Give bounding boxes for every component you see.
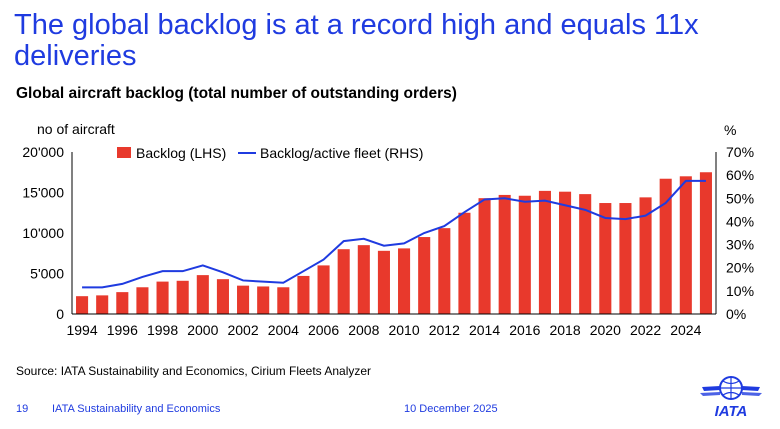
right-axis-label: % bbox=[724, 122, 736, 138]
left-tick-label: 0 bbox=[56, 306, 64, 322]
backlog-bar bbox=[619, 203, 632, 314]
left-tick-label: 10'000 bbox=[22, 225, 64, 241]
headline: The global backlog is at a record high a… bbox=[14, 9, 699, 72]
footer-date: 10 December 2025 bbox=[404, 403, 498, 415]
left-axis-label: no of aircraft bbox=[37, 121, 115, 137]
x-tick-label: 2008 bbox=[348, 322, 379, 338]
x-tick-label: 2024 bbox=[670, 322, 701, 338]
backlog-bar bbox=[317, 265, 330, 314]
left-tick-label: 5'000 bbox=[30, 266, 64, 282]
backlog-bar bbox=[237, 285, 250, 314]
backlog-bar bbox=[559, 191, 572, 314]
x-tick-label: 2018 bbox=[549, 322, 580, 338]
backlog-bar bbox=[156, 281, 169, 314]
right-tick-label: 0% bbox=[726, 306, 746, 322]
right-tick-label: 30% bbox=[726, 237, 754, 253]
right-tick-label: 50% bbox=[726, 190, 754, 206]
right-tick-label: 60% bbox=[726, 167, 754, 183]
right-tick-label: 20% bbox=[726, 260, 754, 276]
backlog-bar bbox=[357, 245, 370, 314]
backlog-bar bbox=[659, 178, 672, 314]
legend-label-backlog: Backlog (LHS) bbox=[136, 145, 226, 161]
x-tick-label: 2004 bbox=[268, 322, 299, 338]
backlog-bar bbox=[136, 287, 149, 314]
source-note: Source: IATA Sustainability and Economic… bbox=[16, 364, 372, 378]
x-tick-label: 1996 bbox=[107, 322, 138, 338]
chart-subtitle: Global aircraft backlog (total number of… bbox=[16, 85, 457, 102]
backlog-bar bbox=[639, 197, 652, 314]
page-number: 19 bbox=[16, 403, 29, 415]
backlog-bar bbox=[337, 249, 350, 314]
backlog-bar bbox=[257, 286, 270, 314]
backlog-bar bbox=[538, 190, 551, 314]
backlog-bar bbox=[518, 195, 531, 314]
x-tick-label: 2002 bbox=[227, 322, 258, 338]
footer-org: IATA Sustainability and Economics bbox=[52, 403, 221, 415]
right-tick-label: 70% bbox=[726, 144, 754, 160]
x-tick-label: 1998 bbox=[147, 322, 178, 338]
backlog-fleet-ratio-line bbox=[82, 179, 706, 289]
iata-logo: IATA bbox=[700, 376, 762, 419]
backlog-chart: no of aircraft % 0 5'000 10'000 15'000 20'000 0… bbox=[22, 121, 754, 338]
x-tick-label: 2020 bbox=[590, 322, 621, 338]
backlog-bar bbox=[196, 275, 209, 314]
backlog-bar bbox=[116, 292, 129, 314]
x-tick-label: 2016 bbox=[509, 322, 540, 338]
backlog-bar bbox=[579, 194, 592, 314]
backlog-bar bbox=[418, 237, 431, 314]
x-tick-label: 2014 bbox=[469, 322, 500, 338]
left-tick-label: 20'000 bbox=[22, 144, 64, 160]
backlog-bar bbox=[398, 248, 411, 314]
x-tick-label: 2006 bbox=[308, 322, 339, 338]
backlog-bar bbox=[599, 203, 612, 314]
backlog-bar bbox=[76, 296, 89, 314]
backlog-bar bbox=[377, 250, 390, 314]
backlog-bar bbox=[679, 176, 692, 314]
backlog-bar bbox=[498, 194, 511, 314]
legend-label-ratio: Backlog/active fleet (RHS) bbox=[260, 145, 423, 161]
backlog-bar bbox=[478, 198, 491, 314]
left-tick-label: 15'000 bbox=[22, 185, 64, 201]
x-tick-label: 1994 bbox=[66, 322, 97, 338]
x-tick-label: 2000 bbox=[187, 322, 218, 338]
backlog-bar bbox=[458, 212, 471, 314]
backlog-bar bbox=[277, 287, 290, 314]
svg-text:IATA: IATA bbox=[715, 403, 748, 419]
right-tick-label: 10% bbox=[726, 283, 754, 299]
x-tick-label: 2010 bbox=[388, 322, 419, 338]
x-tick-label: 2022 bbox=[630, 322, 661, 338]
x-tick-label: 2012 bbox=[429, 322, 460, 338]
backlog-bar bbox=[438, 228, 451, 314]
backlog-bar bbox=[216, 279, 229, 314]
legend-bar-swatch bbox=[117, 147, 131, 158]
backlog-bar bbox=[96, 295, 109, 314]
backlog-bar bbox=[176, 280, 189, 314]
backlog-bar bbox=[699, 172, 712, 314]
right-tick-label: 40% bbox=[726, 213, 754, 229]
backlog-bar bbox=[297, 275, 310, 314]
